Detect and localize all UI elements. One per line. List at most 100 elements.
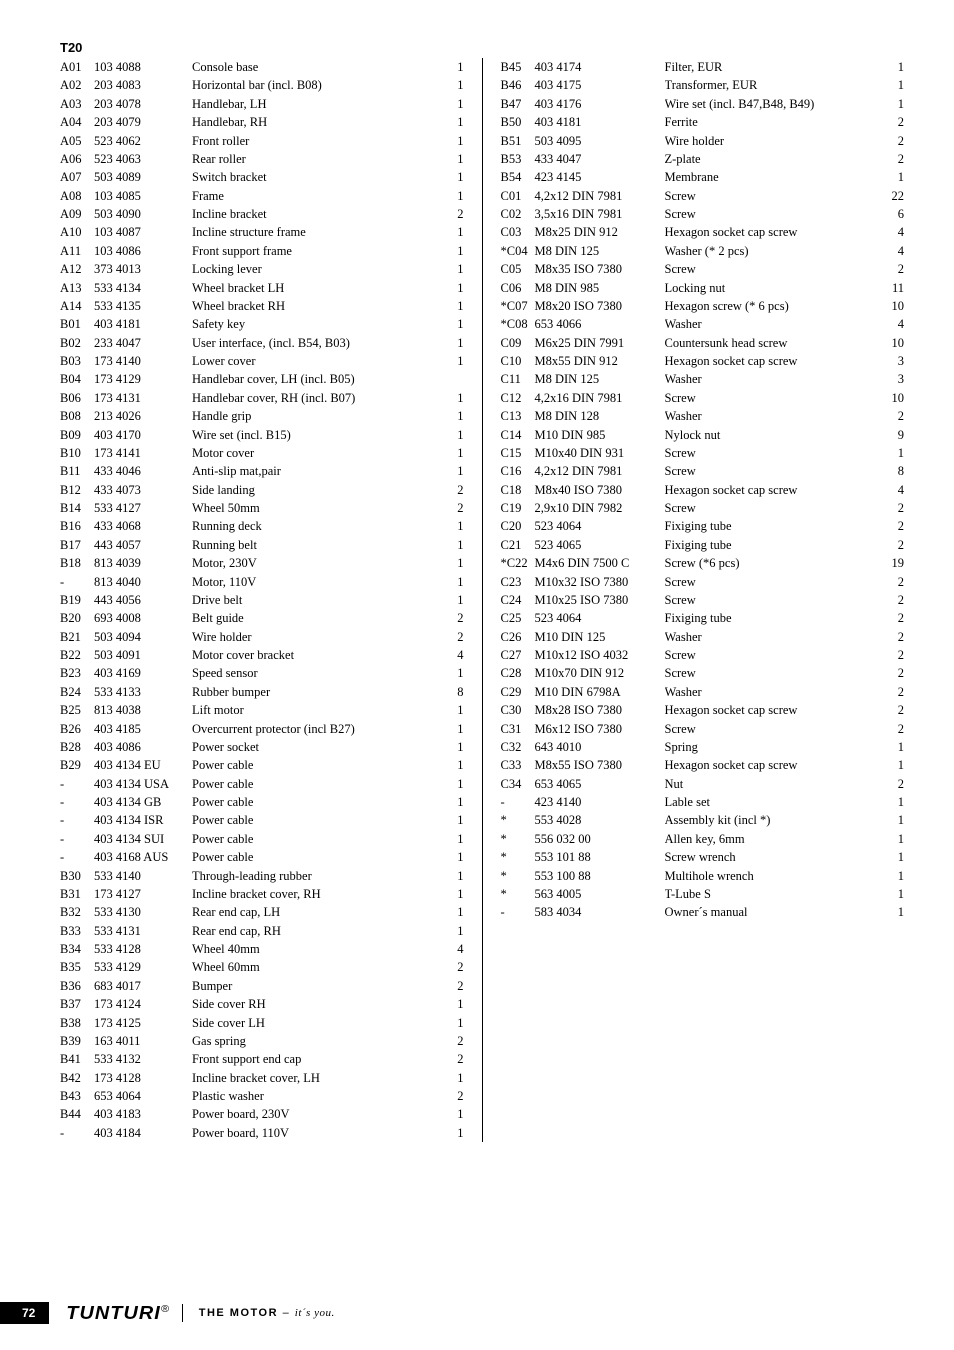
part-cell: 403 4183 <box>94 1105 192 1123</box>
qty-cell: 22 <box>884 187 904 205</box>
qty-cell: 1 <box>444 811 464 829</box>
ref-cell: B16 <box>60 517 94 535</box>
qty-cell: 2 <box>444 499 464 517</box>
part-cell: 103 4086 <box>94 242 192 260</box>
table-row: -813 4040Motor, 110V1 <box>60 573 464 591</box>
ref-cell: B35 <box>60 958 94 976</box>
qty-cell: 1 <box>444 1069 464 1087</box>
ref-cell: B38 <box>60 1014 94 1032</box>
part-cell: 643 4010 <box>535 738 665 756</box>
part-cell: 423 4145 <box>535 168 665 186</box>
desc-cell: Wire holder <box>192 628 444 646</box>
qty-cell: 1 <box>444 279 464 297</box>
qty-cell: 1 <box>444 554 464 572</box>
part-cell: M8 DIN 985 <box>535 279 665 297</box>
part-cell: M4x6 DIN 7500 C <box>535 554 665 572</box>
qty-cell: 2 <box>444 1050 464 1068</box>
part-cell: 533 4131 <box>94 922 192 940</box>
qty-cell: 1 <box>884 793 904 811</box>
part-cell: 403 4134 USA <box>94 775 192 793</box>
ref-cell: C34 <box>501 775 535 793</box>
qty-cell: 1 <box>444 76 464 94</box>
table-row: C05M8x35 ISO 7380Screw2 <box>501 260 905 278</box>
table-row: B19443 4056Drive belt1 <box>60 591 464 609</box>
ref-cell: - <box>60 830 94 848</box>
desc-cell: Power board, 230V <box>192 1105 444 1123</box>
desc-cell: Incline bracket cover, RH <box>192 885 444 903</box>
desc-cell: Wheel 50mm <box>192 499 444 517</box>
desc-cell: Hexagon socket cap screw <box>665 701 885 719</box>
qty-cell: 2 <box>884 573 904 591</box>
desc-cell: Screw <box>665 187 885 205</box>
part-cell: 433 4068 <box>94 517 192 535</box>
table-row: C023,5x16 DIN 7981Screw6 <box>501 205 905 223</box>
table-row: B04173 4129Handlebar cover, LH (incl. B0… <box>60 370 464 388</box>
part-cell: 553 100 88 <box>535 867 665 885</box>
ref-cell: B10 <box>60 444 94 462</box>
table-row: B21503 4094Wire holder2 <box>60 628 464 646</box>
page-footer: 72 TUNTURI® THE MOTOR – it´s you. <box>0 1302 335 1324</box>
qty-cell: 2 <box>884 628 904 646</box>
part-cell: 503 4094 <box>94 628 192 646</box>
qty-cell: 8 <box>884 462 904 480</box>
desc-cell: Incline bracket cover, LH <box>192 1069 444 1087</box>
part-cell: 173 4131 <box>94 389 192 407</box>
ref-cell: A06 <box>60 150 94 168</box>
qty-cell: 2 <box>884 701 904 719</box>
part-cell: 533 4140 <box>94 867 192 885</box>
table-row: C24M10x25 ISO 7380Screw2 <box>501 591 905 609</box>
part-cell: 173 4129 <box>94 370 192 388</box>
ref-cell: B46 <box>501 76 535 94</box>
desc-cell: Wheel bracket RH <box>192 297 444 315</box>
part-cell: M8 DIN 128 <box>535 407 665 425</box>
ref-cell: A14 <box>60 297 94 315</box>
ref-cell: B43 <box>60 1087 94 1105</box>
part-cell: 403 4174 <box>535 58 665 76</box>
qty-cell: 11 <box>884 279 904 297</box>
ref-cell: C33 <box>501 756 535 774</box>
desc-cell: Power cable <box>192 756 444 774</box>
desc-cell: Incline structure frame <box>192 223 444 241</box>
part-cell: M8 DIN 125 <box>535 242 665 260</box>
desc-cell: Motor, 110V <box>192 573 444 591</box>
part-cell: M10 DIN 985 <box>535 426 665 444</box>
table-row: C03M8x25 DIN 912Hexagon socket cap screw… <box>501 223 905 241</box>
ref-cell: B01 <box>60 315 94 333</box>
ref-cell: * <box>501 867 535 885</box>
ref-cell: C19 <box>501 499 535 517</box>
table-row: A05523 4062Front roller1 <box>60 132 464 150</box>
ref-cell: C06 <box>501 279 535 297</box>
desc-cell: Side cover LH <box>192 1014 444 1032</box>
part-cell: 403 4181 <box>94 315 192 333</box>
table-row: *C08653 4066Washer4 <box>501 315 905 333</box>
table-row: B18813 4039Motor, 230V1 <box>60 554 464 572</box>
ref-cell: B04 <box>60 370 94 388</box>
table-row: C33M8x55 ISO 7380Hexagon socket cap scre… <box>501 756 905 774</box>
table-row: C32643 4010Spring1 <box>501 738 905 756</box>
part-cell: 433 4073 <box>94 481 192 499</box>
part-cell: M6x25 DIN 7991 <box>535 334 665 352</box>
ref-cell: - <box>60 848 94 866</box>
part-cell: 173 4127 <box>94 885 192 903</box>
desc-cell: Wheel 60mm <box>192 958 444 976</box>
qty-cell: 2 <box>444 977 464 995</box>
table-row: C26M10 DIN 125Washer2 <box>501 628 905 646</box>
ref-cell: B03 <box>60 352 94 370</box>
part-cell: 533 4130 <box>94 903 192 921</box>
qty-cell: 2 <box>884 113 904 131</box>
desc-cell: User interface, (incl. B54, B03) <box>192 334 444 352</box>
qty-cell: 1 <box>444 297 464 315</box>
ref-cell: B11 <box>60 462 94 480</box>
ref-cell: B02 <box>60 334 94 352</box>
desc-cell: Screw <box>665 205 885 223</box>
table-header: T20 <box>60 40 904 55</box>
ref-cell: B21 <box>60 628 94 646</box>
part-cell: M8x55 ISO 7380 <box>535 756 665 774</box>
qty-cell: 1 <box>884 444 904 462</box>
table-row: B39163 4011Gas spring2 <box>60 1032 464 1050</box>
part-cell: 403 4181 <box>535 113 665 131</box>
qty-cell: 1 <box>444 132 464 150</box>
qty-cell: 2 <box>884 646 904 664</box>
ref-cell: C03 <box>501 223 535 241</box>
part-cell: 403 4184 <box>94 1124 192 1142</box>
